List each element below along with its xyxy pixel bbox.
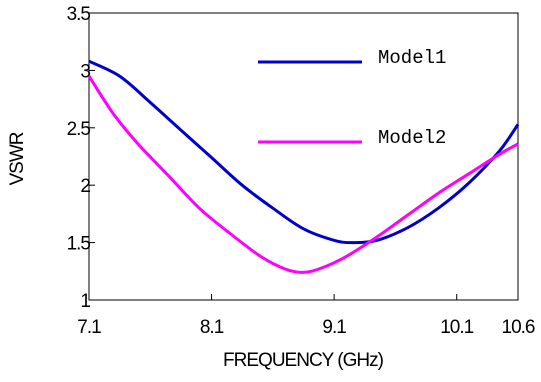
- y-tick-label: 3.5: [67, 4, 91, 25]
- y-tick-label: 2: [80, 176, 90, 197]
- y-tick-label: 1.5: [67, 234, 91, 255]
- x-tick-label: 7.1: [77, 317, 101, 338]
- x-axis-label: FREQUENCY (GHz): [223, 350, 384, 371]
- legend-label-1: Model1: [378, 47, 446, 69]
- series-group: [87, 59, 520, 274]
- tick-labels: 1 1.5 2 2.5 3 3.5 7.1 8.1 9.1 10.1 10.6: [67, 4, 536, 338]
- y-tick-label: 2.5: [67, 119, 91, 140]
- series-line-2: [87, 75, 519, 274]
- axis-ticks: [88, 12, 519, 301]
- legend-label-2: Model2: [378, 127, 446, 149]
- plot-frame: [88, 12, 519, 301]
- x-tick-label: 9.1: [322, 317, 346, 338]
- x-tick-label: 10.1: [440, 317, 473, 338]
- y-tick-label: 3: [80, 61, 90, 82]
- x-tick-label: 8.1: [200, 317, 224, 338]
- series-line-1: [88, 59, 520, 245]
- y-tick-label: 1: [80, 291, 90, 312]
- y-axis-label: VSWR: [7, 132, 28, 185]
- legend: Model1 Model2: [258, 47, 446, 149]
- x-tick-label: 10.6: [502, 317, 535, 338]
